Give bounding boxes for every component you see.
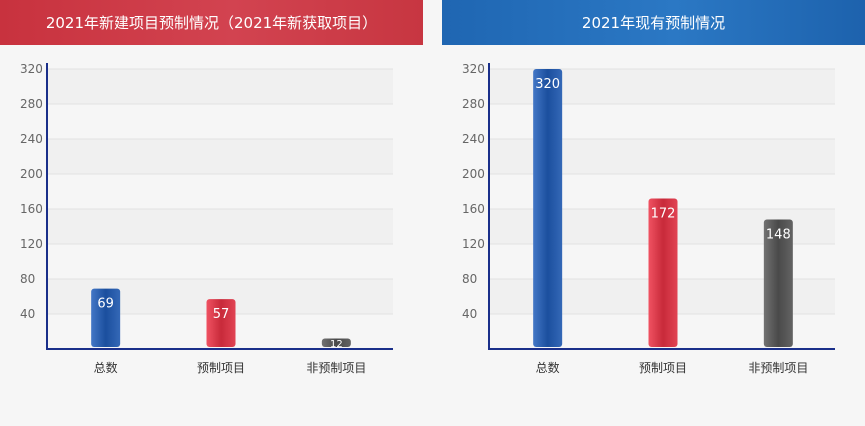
x-category-label: 总数	[94, 360, 118, 375]
grid-band	[47, 209, 393, 244]
grid-band	[47, 139, 393, 174]
y-tick-label: 160	[462, 202, 485, 216]
y-tick-label: 120	[20, 237, 43, 251]
y-tick-label: 280	[20, 97, 43, 111]
y-tick-label: 200	[462, 167, 485, 181]
x-category-label: 预制项目	[197, 361, 245, 375]
bar-chart-left: 40 80 120 160 200 240 280 320 69 总数 57 预制项目 12 非预制项目	[20, 62, 393, 375]
data-label: 57	[213, 307, 230, 322]
y-tick-label: 40	[462, 307, 477, 321]
data-label: 320	[535, 77, 560, 92]
y-tick-label: 240	[462, 132, 485, 146]
chart-panel-right: 2021年现有预制情况 40 80 120 160 200 240 280 320 320 总数 1…	[442, 0, 865, 426]
bar	[91, 288, 121, 347]
y-tick-label: 200	[20, 167, 43, 181]
x-category-label: 总数	[536, 360, 560, 375]
y-tick-label: 320	[462, 62, 485, 76]
x-category-label: 预制项目	[639, 361, 687, 375]
data-label: 172	[651, 207, 676, 222]
bar-chart-right: 40 80 120 160 200 240 280 320 320 总数 172 预制项目 148 非预制…	[462, 62, 835, 375]
data-label: 148	[766, 228, 791, 243]
grid-band	[47, 69, 393, 104]
bar	[763, 219, 793, 347]
bar	[648, 198, 678, 347]
data-label: 69	[97, 297, 114, 312]
y-tick-label: 320	[20, 62, 43, 76]
chart-title: 2021年新建项目预制情况（2021年新获取项目）	[0, 0, 423, 45]
chart-title: 2021年现有预制情况	[442, 0, 865, 45]
x-category-label: 非预制项目	[306, 361, 366, 375]
bar	[206, 299, 236, 347]
chart-panel-left: 2021年新建项目预制情况（2021年新获取项目） 40 80 120 160 200 2…	[0, 0, 423, 426]
x-category-label: 非预制项目	[748, 361, 808, 375]
y-tick-label: 120	[462, 237, 485, 251]
y-tick-label: 80	[20, 272, 35, 286]
y-tick-label: 240	[20, 132, 43, 146]
bar	[533, 69, 563, 347]
y-tick-label: 280	[462, 97, 485, 111]
data-label: 12	[330, 339, 343, 350]
y-tick-label: 160	[20, 202, 43, 216]
y-tick-label: 80	[462, 272, 477, 286]
y-tick-label: 40	[20, 307, 35, 321]
bar	[321, 338, 351, 347]
